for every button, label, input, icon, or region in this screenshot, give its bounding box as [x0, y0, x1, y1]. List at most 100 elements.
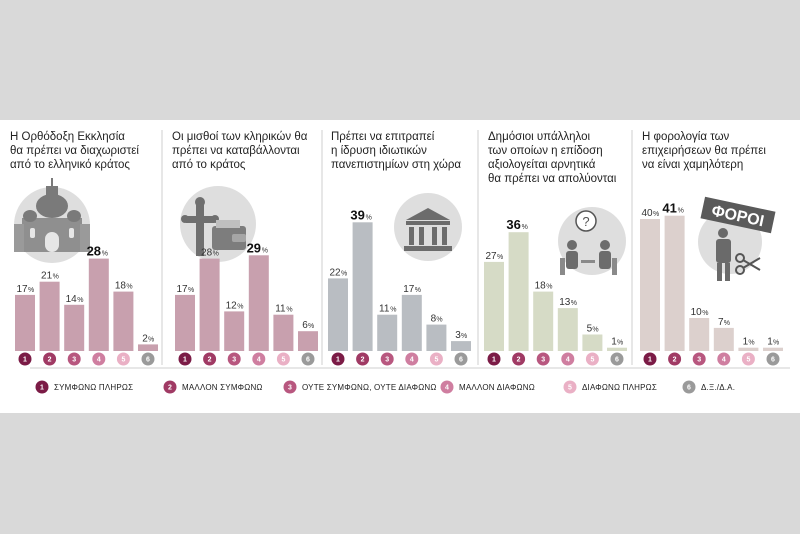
percent-sign: % [53, 274, 59, 281]
category-number-circle [252, 352, 266, 366]
category-number-circle [536, 352, 550, 366]
panel-3-title: Πρέπει να επιτραπεί η ίδρυση ιδιωτικών π… [331, 131, 461, 171]
category-number-circle [203, 352, 217, 366]
category-number: 3 [697, 357, 701, 364]
bar-value-label: 1 [743, 337, 749, 348]
title-line: πρέπει να καταβάλλονται [172, 145, 300, 157]
category-number: 5 [434, 357, 438, 364]
title-line: Η Ορθόδοξη Εκκλησία [10, 131, 125, 143]
bar-value-label: 28 [201, 248, 213, 259]
percent-sign: % [617, 340, 623, 347]
bar [352, 222, 373, 351]
percent-sign: % [213, 251, 219, 258]
percent-sign: % [262, 247, 268, 254]
category-number: 3 [385, 357, 389, 364]
category-number-circle [766, 352, 780, 366]
bar [377, 314, 398, 351]
title-line: αξιολογείται αρνητικά [488, 159, 596, 171]
legend-number: 5 [568, 385, 572, 392]
category-number-circle [43, 352, 57, 366]
category-number-circle [356, 352, 370, 366]
category-number: 5 [121, 357, 125, 364]
category-number: 5 [590, 357, 594, 364]
bar-value-label: 11 [379, 304, 390, 315]
category-number: 1 [492, 357, 496, 364]
category-number-circle [668, 352, 682, 366]
title-line: Η φορολογία των [642, 131, 730, 143]
bar [328, 278, 348, 351]
bar [640, 219, 660, 351]
legend-number-circle [440, 380, 454, 394]
category-number: 1 [183, 357, 187, 364]
title-line: των οποίων η επίδοση [488, 145, 603, 157]
bar-value-label: 11 [275, 304, 286, 315]
category-number-circle [741, 352, 755, 366]
percent-sign: % [546, 284, 552, 291]
category-number: 6 [771, 357, 775, 364]
legend-label: ΣΥΜΦΩΝΩ ΠΛΗΡΩΣ [54, 383, 133, 392]
legend-number-circle [35, 380, 49, 394]
bars-layer: 17 %121 %214 %328 %418 %52 %617 %128 %212 %329 %41… [15, 201, 783, 366]
category-number-circle [429, 352, 443, 366]
category-number-circle [405, 352, 419, 366]
bar [689, 318, 710, 351]
category-number-circle [512, 352, 526, 366]
bar-value-label: 22 [329, 267, 341, 278]
percent-sign: % [461, 333, 467, 340]
percent-sign: % [188, 287, 194, 294]
title-line: Δημόσιοι υπάλληλοι [488, 131, 590, 143]
legend-label: ΜΑΛΛΟΝ ΔΙΑΦΩΝΩ [459, 383, 535, 392]
title-line: από το κράτος [172, 159, 246, 171]
bar [64, 304, 85, 351]
bar [199, 258, 220, 351]
bar-value-label: 7 [718, 317, 724, 328]
category-number-circle [487, 352, 501, 366]
bar [88, 258, 109, 351]
category-number: 5 [746, 357, 750, 364]
category-number-circle [116, 352, 130, 366]
bar [607, 347, 627, 351]
percent-sign: % [102, 251, 108, 258]
legend-number: 2 [168, 385, 172, 392]
bar [298, 331, 318, 351]
category-number: 2 [517, 357, 521, 364]
category-number: 4 [410, 357, 414, 364]
svg-text:?: ? [582, 214, 589, 229]
bar-value-label: 17 [176, 284, 188, 295]
bar-value-label: 29 [247, 240, 261, 255]
bar-value-label: 3 [455, 330, 461, 341]
legend-number: 3 [288, 385, 292, 392]
percent-sign: % [308, 323, 314, 330]
category-number-circle [18, 352, 32, 366]
percent-sign: % [366, 214, 372, 221]
category-number-circle [331, 352, 345, 366]
category-number: 5 [281, 357, 285, 364]
bar [224, 311, 245, 351]
bar [273, 314, 294, 351]
tax-man-icon: ΦΟΡΟΙ [698, 196, 776, 281]
interview-icon: ? [558, 207, 626, 275]
bar [15, 294, 35, 351]
legend-number-circle [283, 380, 297, 394]
percent-sign: % [592, 327, 598, 334]
bar-value-label: 41 [662, 201, 676, 216]
bar [763, 347, 783, 351]
title-line: από το ελληνικό κράτος [10, 159, 130, 171]
legend-label: Δ.Ξ./Δ.Α. [701, 383, 735, 392]
percent-sign: % [678, 208, 684, 215]
category-number-circle [92, 352, 106, 366]
category-number: 4 [722, 357, 726, 364]
bar [248, 255, 269, 351]
legend-label: ΔΙΑΦΩΝΩ ΠΛΗΡΩΣ [582, 383, 657, 392]
infographic-card: ? ΦΟΡΟΙ Η Ορθόδοξη Ε [0, 120, 800, 413]
bar [484, 261, 504, 351]
percent-sign: % [436, 317, 442, 324]
cross-wallet-icon [180, 186, 256, 262]
bar-value-label: 40 [641, 208, 653, 219]
bar [113, 291, 134, 351]
category-number: 4 [566, 357, 570, 364]
bar-value-label: 13 [559, 297, 571, 308]
category-number: 3 [541, 357, 545, 364]
bank-icon [394, 193, 462, 261]
category-number: 2 [673, 357, 677, 364]
